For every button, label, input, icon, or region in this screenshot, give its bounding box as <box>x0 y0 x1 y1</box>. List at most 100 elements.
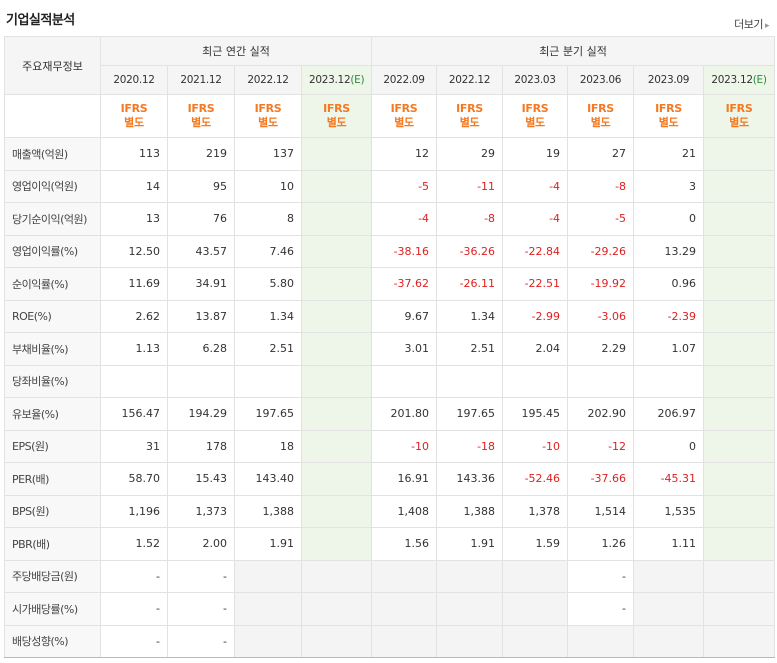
value-cell: 1.91 <box>436 527 504 561</box>
value-cell <box>703 397 776 431</box>
table-row: PBR(배) 1.52 2.00 1.91 1.56 1.91 1.59 1.26 1.11 <box>4 527 776 561</box>
more-link[interactable]: 더보기 ▸ <box>734 16 769 32</box>
value-cell: 201.80 <box>371 397 438 431</box>
value-cell: 2.29 <box>567 332 635 366</box>
ifrs-badge: IFRS 별도 <box>436 94 504 138</box>
value-cell: - <box>167 624 235 658</box>
value-cell: 2.51 <box>436 332 504 366</box>
value-cell <box>371 624 438 658</box>
value-cell <box>436 559 504 593</box>
value-cell <box>436 624 504 658</box>
period-header: 2021.12 <box>167 65 235 95</box>
estimate-mark: (E) <box>350 74 365 86</box>
value-cell: 1.56 <box>371 527 438 561</box>
value-cell: -4 <box>502 202 569 236</box>
period-label: 2023.12 <box>711 74 753 86</box>
ifrs-badge: IFRS 별도 <box>300 94 373 138</box>
value-cell: 195.45 <box>502 397 569 431</box>
value-cell <box>300 202 373 236</box>
value-cell: 15.43 <box>167 462 235 496</box>
value-cell: 13.87 <box>167 299 235 333</box>
value-cell: 1,514 <box>567 494 635 528</box>
value-cell: -3.06 <box>567 299 635 333</box>
value-cell: -26.11 <box>436 267 504 301</box>
value-cell: 16.91 <box>371 462 438 496</box>
ifrs-type-label: 별도 <box>191 116 211 129</box>
corner-filler <box>4 94 101 138</box>
value-cell <box>234 624 302 658</box>
value-cell: 10 <box>234 169 302 203</box>
value-cell: -12 <box>567 429 635 463</box>
value-cell <box>703 202 776 236</box>
value-cell: -11 <box>436 169 504 203</box>
value-cell <box>567 624 635 658</box>
value-cell: - <box>100 559 168 593</box>
ifrs-type-label: 별도 <box>590 116 611 129</box>
period-label: 2020.12 <box>113 74 155 86</box>
value-cell: 13 <box>100 202 168 236</box>
value-cell: -4 <box>502 169 569 203</box>
value-cell: 197.65 <box>436 397 504 431</box>
value-cell <box>633 364 705 398</box>
value-cell <box>300 332 373 366</box>
value-cell: -4 <box>371 202 438 236</box>
value-cell: 1,373 <box>167 494 235 528</box>
row-label: 순이익률(%) <box>4 267 101 301</box>
value-cell <box>300 169 373 203</box>
value-cell: 0 <box>633 202 705 236</box>
row-label: 유보율(%) <box>4 397 101 431</box>
value-cell: - <box>167 592 235 626</box>
period-header: 2023.09 <box>633 65 705 95</box>
value-cell <box>633 559 705 593</box>
value-cell: 29 <box>436 137 504 171</box>
ifrs-type-label: 별도 <box>326 116 347 129</box>
value-cell: -10 <box>502 429 569 463</box>
table-row: 주당배당금(원) - - - <box>4 559 776 593</box>
ifrs-label: IFRS <box>655 102 682 115</box>
value-cell: -18 <box>436 429 504 463</box>
value-cell <box>633 624 705 658</box>
period-header: 2020.12 <box>100 65 168 95</box>
value-cell <box>633 592 705 626</box>
value-cell: 206.97 <box>633 397 705 431</box>
row-label: 매출액(억원) <box>4 137 101 171</box>
value-cell: 2.62 <box>100 299 168 333</box>
value-cell: - <box>567 592 635 626</box>
ifrs-label: IFRS <box>187 102 215 115</box>
value-cell <box>703 234 776 268</box>
value-cell: 58.70 <box>100 462 168 496</box>
value-cell: 95 <box>167 169 235 203</box>
value-cell <box>300 234 373 268</box>
estimate-mark: (E) <box>752 74 767 86</box>
value-cell: 1,378 <box>502 494 569 528</box>
value-cell <box>703 267 776 301</box>
period-header: 2023.06 <box>567 65 635 95</box>
period-label: 2023.03 <box>514 74 556 86</box>
annual-group-header: 최근 연간 실적 <box>99 36 373 66</box>
value-cell: -37.66 <box>567 462 635 496</box>
table-row: ROE(%) 2.62 13.87 1.34 9.67 1.34 -2.99 -3.06 -2.… <box>4 299 776 333</box>
value-cell: 1,196 <box>100 494 168 528</box>
value-cell <box>300 527 373 561</box>
value-cell <box>300 364 373 398</box>
value-cell: 8 <box>234 202 302 236</box>
ifrs-type-label: 별도 <box>394 116 414 129</box>
value-cell <box>502 559 569 593</box>
ifrs-label: IFRS <box>725 102 753 115</box>
value-cell <box>703 137 776 171</box>
quarterly-group-header: 최근 분기 실적 <box>371 36 776 66</box>
value-cell: 3.01 <box>371 332 438 366</box>
value-cell <box>703 332 776 366</box>
period-header: 2022.12 <box>436 65 504 95</box>
value-cell: 34.91 <box>167 267 235 301</box>
value-cell: -10 <box>371 429 438 463</box>
value-cell <box>436 364 504 398</box>
value-cell: -22.84 <box>502 234 569 268</box>
value-cell: 31 <box>100 429 168 463</box>
value-cell: -38.16 <box>371 234 438 268</box>
value-cell: 0 <box>633 429 705 463</box>
value-cell <box>300 137 373 171</box>
value-cell: 6.28 <box>167 332 235 366</box>
table-row: 영업이익(억원) 14 95 10 -5 -11 -4 -8 3 <box>4 169 776 203</box>
value-cell <box>703 462 776 496</box>
